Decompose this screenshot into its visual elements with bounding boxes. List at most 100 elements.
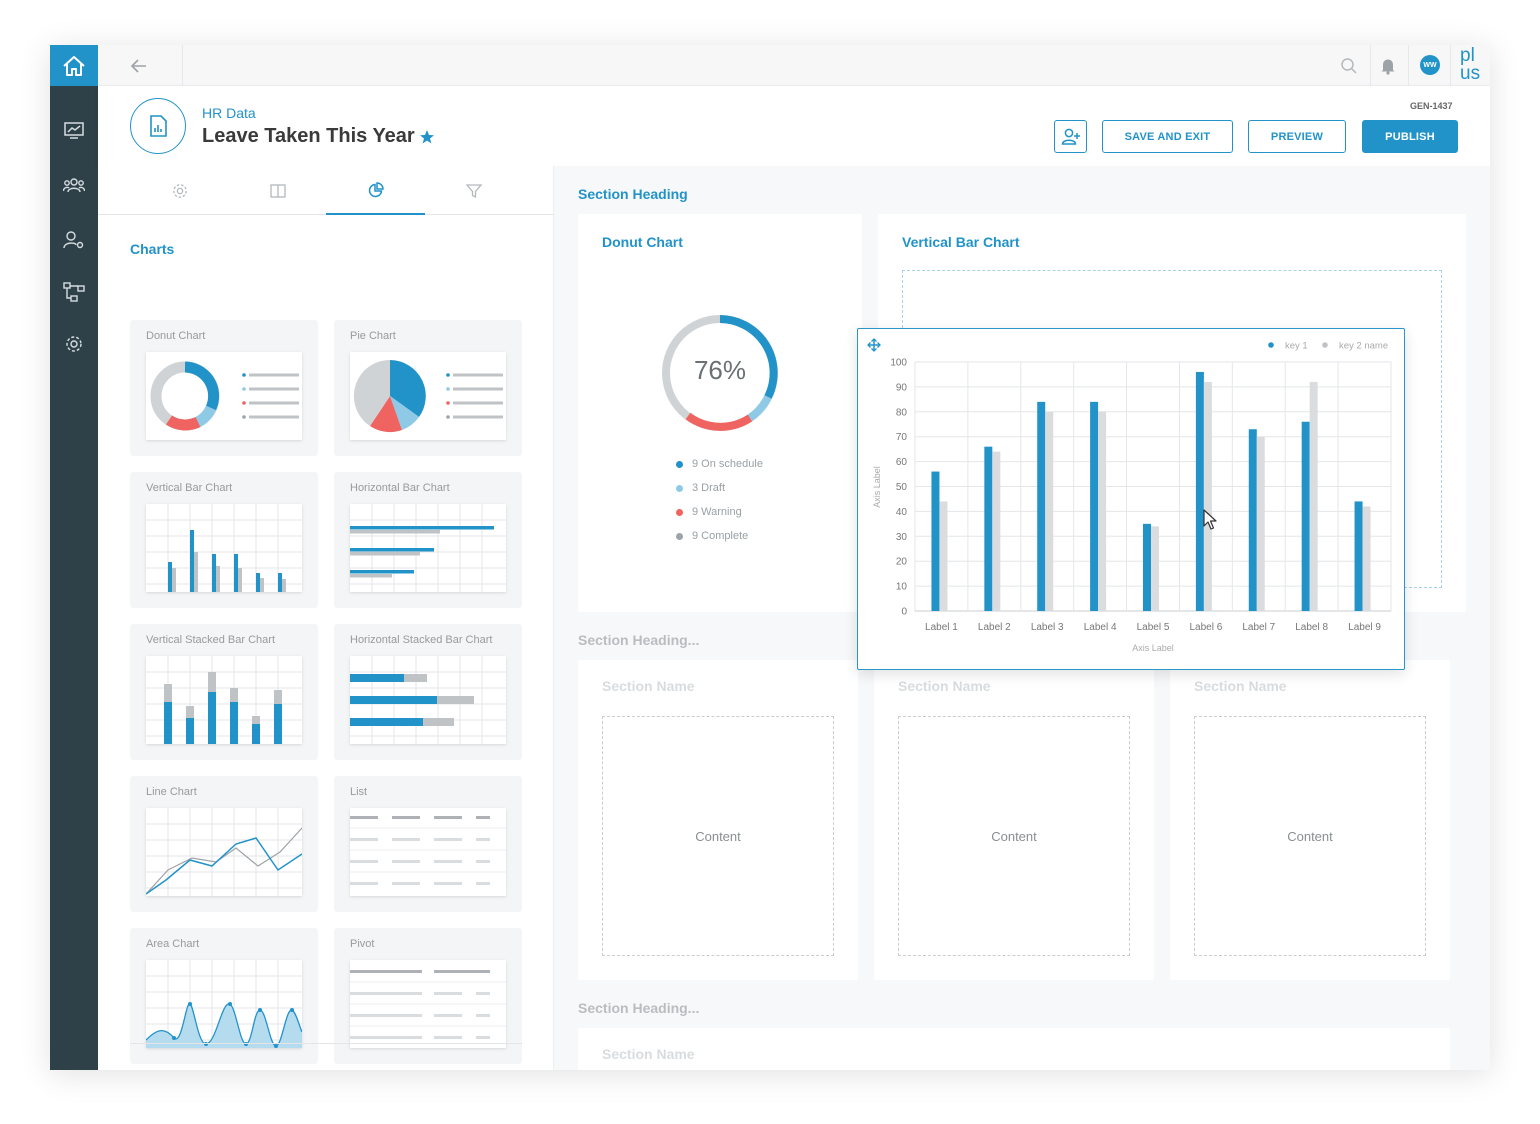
chart-tile-horizontal-bar[interactable]: Horizontal Bar Chart <box>334 472 522 608</box>
tab-layout[interactable] <box>228 166 327 215</box>
home-icon <box>63 55 85 76</box>
home-button[interactable] <box>50 45 98 86</box>
gear-icon <box>172 183 187 198</box>
y-tick-label: 40 <box>896 507 908 518</box>
bar <box>1301 421 1310 611</box>
user-settings-nav-button[interactable] <box>62 228 86 252</box>
chart-tile-pivot[interactable]: Pivot <box>334 928 522 1064</box>
tab-filter[interactable] <box>424 166 523 215</box>
tile-label: Line Chart <box>146 786 197 798</box>
legend-item: 9 Warning <box>676 506 742 518</box>
user-gear-icon <box>63 231 84 249</box>
add-user-button[interactable] <box>1054 120 1087 153</box>
x-tick-label: Label 5 <box>1137 622 1170 633</box>
legend-label: 9 Complete <box>692 530 749 542</box>
avatar[interactable]: WW <box>1420 55 1440 75</box>
donut-chart <box>662 315 778 431</box>
cursor-icon <box>1203 509 1217 530</box>
x-axis-label: Axis Label <box>1132 643 1174 653</box>
bar <box>1143 523 1151 611</box>
favorite-star-icon[interactable] <box>419 129 435 145</box>
brand-logo: pl us <box>1460 45 1481 84</box>
tile-label: Area Chart <box>146 938 200 950</box>
notifications-button[interactable] <box>1377 55 1399 77</box>
search-button[interactable] <box>1338 55 1360 77</box>
content-placeholder[interactable]: Content <box>1194 716 1426 956</box>
pie-chart-icon <box>368 181 384 197</box>
y-tick-label: 100 <box>890 358 907 369</box>
bar <box>1248 429 1257 611</box>
x-tick-label: Label 8 <box>1295 622 1328 633</box>
chart-tile-vertical-stacked-bar[interactable]: Vertical Stacked Bar Chart <box>130 624 318 760</box>
bar <box>1362 506 1371 611</box>
x-tick-label: Label 2 <box>978 622 1011 633</box>
section-heading[interactable]: Section Heading... <box>578 1000 700 1016</box>
reports-nav-button[interactable] <box>62 118 86 142</box>
bar <box>1309 381 1318 611</box>
bar <box>992 451 1001 611</box>
legend-dot <box>676 460 683 468</box>
content-placeholder[interactable]: Content <box>602 716 834 956</box>
preview-button[interactable]: PREVIEW <box>1248 120 1346 153</box>
publish-button[interactable]: PUBLISH <box>1362 120 1458 153</box>
legend-label: key 1 <box>1285 341 1308 352</box>
line-thumbnail <box>146 808 302 896</box>
chart-tile-pie[interactable]: Pie Chart <box>334 320 522 456</box>
tab-settings[interactable] <box>130 166 229 215</box>
save-and-exit-button[interactable]: SAVE AND EXIT <box>1102 120 1233 153</box>
bar <box>1098 411 1107 611</box>
vertical-bar-thumbnail <box>146 504 302 592</box>
section-card[interactable]: Section Name <box>578 1028 1450 1070</box>
back-button[interactable] <box>130 57 148 75</box>
pivot-thumbnail <box>350 960 506 1048</box>
section-name: Section Name <box>602 1046 695 1062</box>
list-thumbnail <box>350 808 506 896</box>
chart-tile-donut[interactable]: Donut Chart <box>130 320 318 456</box>
card-title: Donut Chart <box>602 234 683 250</box>
chart-tile-vertical-bar[interactable]: Vertical Bar Chart <box>130 472 318 608</box>
teams-nav-button[interactable] <box>62 173 86 197</box>
chart-tile-horizontal-stacked-bar[interactable]: Horizontal Stacked Bar Chart <box>334 624 522 760</box>
tab-charts[interactable] <box>326 166 425 215</box>
donut-chart-card[interactable]: Donut Chart 76% 9 On schedule 3 Draft 9 … <box>578 214 862 612</box>
legend-label: 3 Draft <box>692 482 726 494</box>
tile-label: List <box>350 786 368 798</box>
y-tick-label: 90 <box>896 382 908 393</box>
report-badge <box>130 98 186 154</box>
settings-nav-button[interactable] <box>62 332 86 356</box>
content-label: Content <box>695 829 741 844</box>
divider <box>1370 45 1371 86</box>
vertical-stacked-bar-thumbnail <box>146 656 302 744</box>
y-tick-label: 60 <box>896 457 908 468</box>
bar <box>1151 526 1159 611</box>
tile-label: Donut Chart <box>146 330 206 342</box>
move-icon[interactable] <box>867 338 881 352</box>
section-heading[interactable]: Section Heading... <box>578 632 700 648</box>
bar <box>931 471 940 611</box>
bar <box>984 446 993 611</box>
bar <box>1195 371 1204 611</box>
section-card[interactable]: Section Name Content <box>578 660 858 980</box>
tile-label: Horizontal Stacked Bar Chart <box>350 634 493 646</box>
panel-tabs <box>98 166 554 215</box>
section-card[interactable]: Section Name Content <box>1170 660 1450 980</box>
legend-dot <box>676 484 683 492</box>
section-name: Section Name <box>602 678 695 694</box>
tile-label: Pivot <box>350 938 375 950</box>
dragged-bar-chart[interactable]: 0 10 20 30 40 50 60 70 80 90 100 Label 1 Label 2 Labe… <box>857 328 1405 670</box>
chart-tile-line[interactable]: Line Chart <box>130 776 318 912</box>
section-card[interactable]: Section Name Content <box>874 660 1154 980</box>
content-placeholder[interactable]: Content <box>898 716 1130 956</box>
hierarchy-nav-button[interactable] <box>62 280 86 304</box>
chart-tile-list[interactable]: List <box>334 776 522 912</box>
section-heading[interactable]: Section Heading <box>578 186 688 202</box>
donut-center-value: 76% <box>693 355 747 385</box>
bar <box>1256 436 1265 611</box>
y-tick-label: 80 <box>896 407 908 418</box>
report-id: GEN-1437 <box>1410 101 1453 111</box>
breadcrumb[interactable]: HR Data <box>202 105 256 121</box>
tile-label: Vertical Stacked Bar Chart <box>146 634 276 646</box>
horizontal-stacked-bar-thumbnail <box>350 656 506 744</box>
chart-tile-area[interactable]: Area Chart <box>130 928 318 1064</box>
nav-rail <box>50 45 98 1070</box>
